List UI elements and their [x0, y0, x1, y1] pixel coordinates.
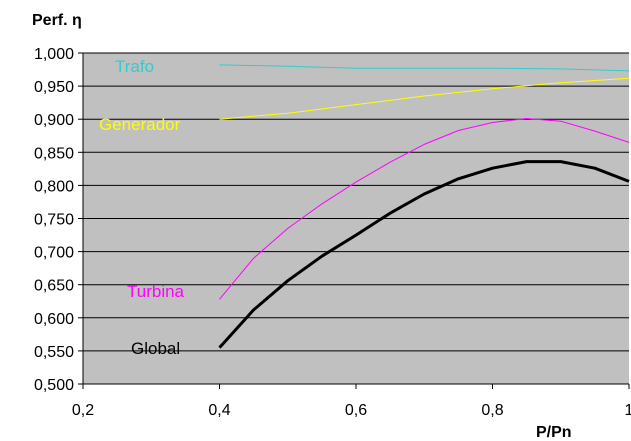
series-line-global [218, 160, 630, 349]
series-line-turbina [219, 118, 630, 300]
y-tick-label: 0,900 [34, 112, 74, 129]
series-label-global: Global [131, 339, 180, 358]
y-tick-label: 0,650 [34, 278, 74, 295]
y-tick-label: 0,850 [34, 145, 74, 162]
x-tick-label: 0,2 [72, 402, 94, 419]
series-lines [218, 64, 630, 349]
x-tick-label: 0,4 [208, 402, 230, 419]
x-tick-label: 1 [625, 402, 631, 419]
y-tick-label: 0,750 [34, 212, 74, 229]
x-tick-labels: 0,2 0,4 0,6 0,8 1 [72, 384, 631, 419]
x-axis-title: P/Pn [536, 424, 572, 441]
series-label-turbina: Turbina [127, 282, 185, 301]
series-labels: Trafo Generador Turbina Global [99, 57, 185, 358]
y-tick-labels: 0,500 0,550 0,600 0,650 0,700 0,750 0,800 0,850… [34, 46, 74, 394]
y-tick-label: 0,700 [34, 245, 74, 262]
series-label-trafo: Trafo [115, 57, 154, 76]
y-tick-label: 0,550 [34, 344, 74, 361]
y-tick-label: 1,000 [34, 46, 74, 63]
series-line-generador [219, 77, 630, 120]
y-tick-label: 0,500 [34, 377, 74, 394]
gridlines [78, 52, 629, 385]
x-tick-label: 0,8 [481, 402, 503, 419]
series-line-trafo [219, 64, 630, 72]
y-tick-label: 0,600 [34, 311, 74, 328]
y-tick-label: 0,950 [34, 79, 74, 96]
y-tick-label: 0,800 [34, 178, 74, 195]
series-label-generador: Generador [99, 115, 181, 134]
y-axis-title: Perf. η [32, 12, 82, 29]
x-tick-label: 0,6 [345, 402, 367, 419]
